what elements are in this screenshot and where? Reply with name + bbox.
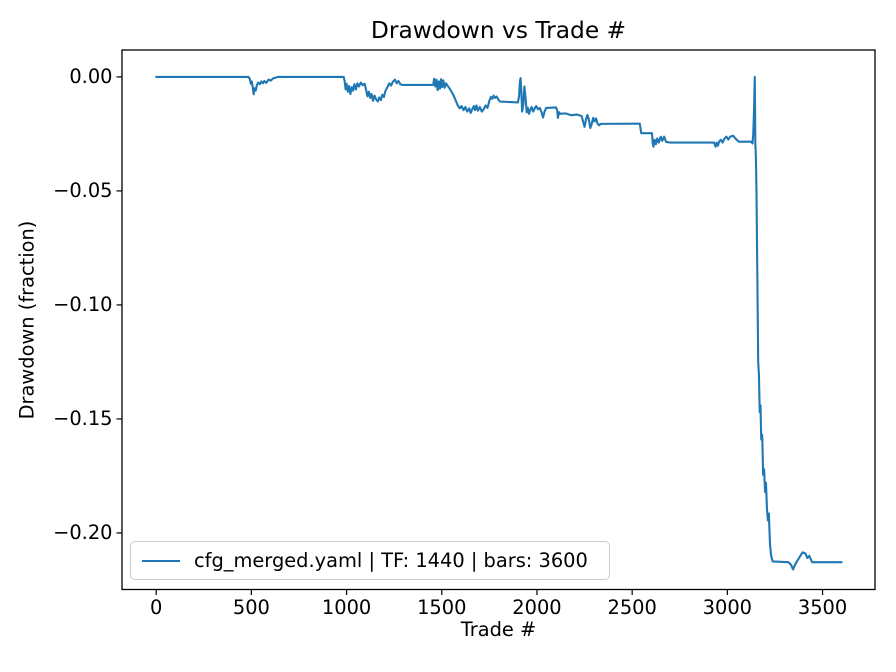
- y-tick-label: −0.05: [53, 178, 113, 202]
- chart-title: Drawdown vs Trade #: [370, 17, 627, 44]
- y-tick-label: −0.20: [53, 520, 113, 544]
- plot-frame: [121, 49, 876, 591]
- x-tick-label: 1000: [321, 596, 372, 619]
- y-tick-label: −0.10: [53, 292, 113, 316]
- x-tick-label: 500: [232, 596, 270, 619]
- legend-label: cfg_merged.yaml | TF: 1440 | bars: 3600: [194, 549, 588, 572]
- x-axis-label: Trade #: [460, 618, 537, 641]
- drawdown-series-line: [155, 75, 843, 571]
- y-tick-label: −0.15: [53, 406, 113, 430]
- legend: cfg_merged.yaml | TF: 1440 | bars: 3600: [130, 541, 610, 580]
- x-tick-label: 3500: [797, 596, 848, 619]
- x-tick-label: 3000: [702, 596, 753, 619]
- x-tick-label: 0: [150, 596, 163, 619]
- y-axis-label: Drawdown (fraction): [15, 220, 39, 420]
- x-tick-label: 2000: [512, 596, 562, 619]
- x-tick-label: 1500: [417, 596, 467, 619]
- legend-line-swatch: [142, 559, 180, 562]
- x-tick-label: 2500: [607, 596, 657, 619]
- y-tick-label: 0.00: [69, 64, 113, 88]
